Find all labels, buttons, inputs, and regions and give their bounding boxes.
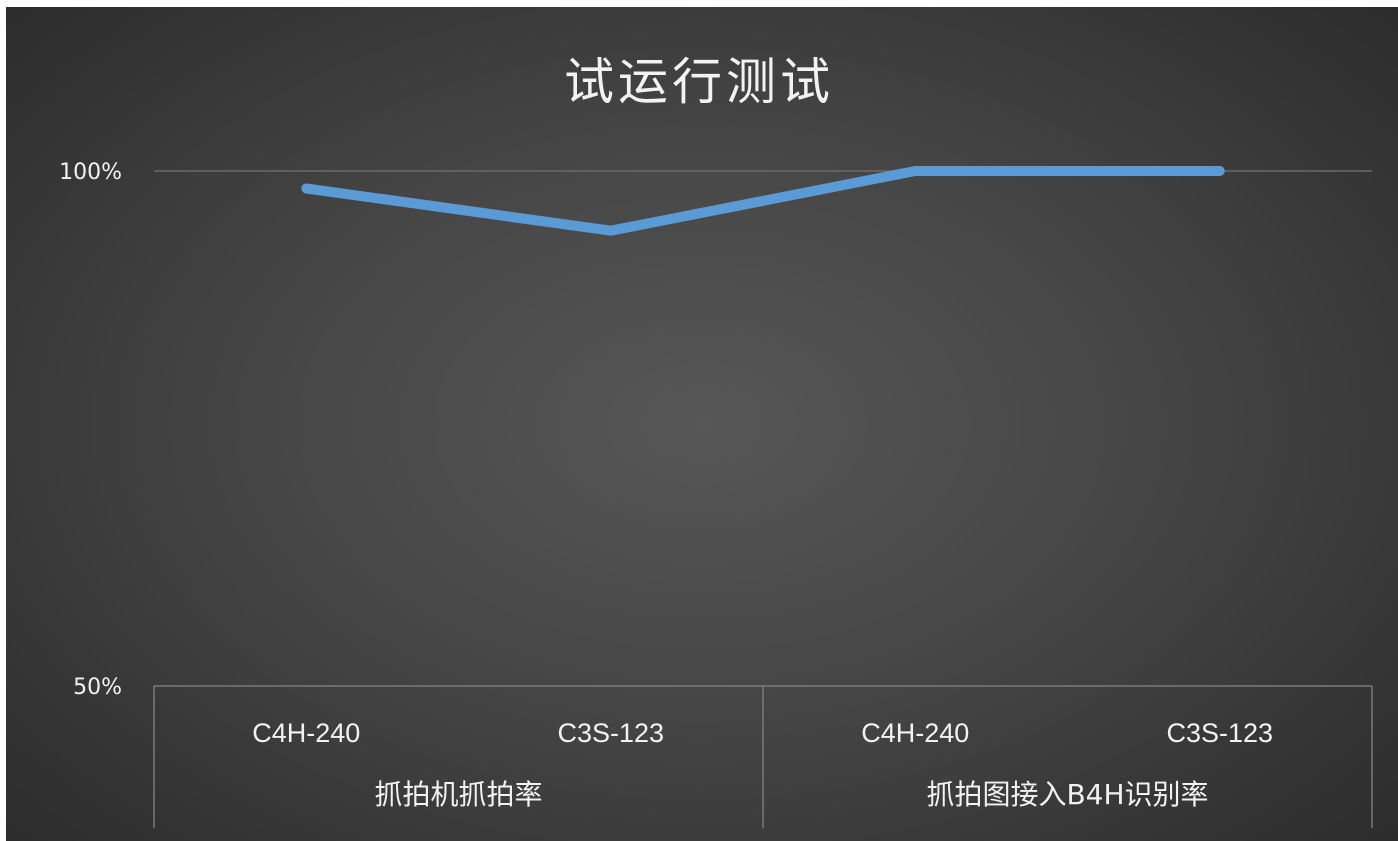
y-tick-label: 100% <box>59 160 122 185</box>
x-category-label: C3S-123 <box>557 718 664 748</box>
data-point <box>1218 170 1221 172</box>
chart-background <box>6 7 1398 841</box>
series-line <box>301 166 1225 236</box>
x-category-label: C4H-240 <box>252 718 360 748</box>
data-point <box>609 229 612 232</box>
x-category-label: C3S-123 <box>1166 718 1273 748</box>
data-point <box>305 187 308 190</box>
data-point <box>914 170 917 172</box>
y-tick-label: 50% <box>73 675 122 700</box>
chart-title: 试运行测试 <box>564 53 834 111</box>
x-group-label: 抓拍图接入B4H识别率 <box>926 778 1208 811</box>
x-category-label: C4H-240 <box>861 718 969 748</box>
x-group-label: 抓拍机抓拍率 <box>374 778 542 811</box>
